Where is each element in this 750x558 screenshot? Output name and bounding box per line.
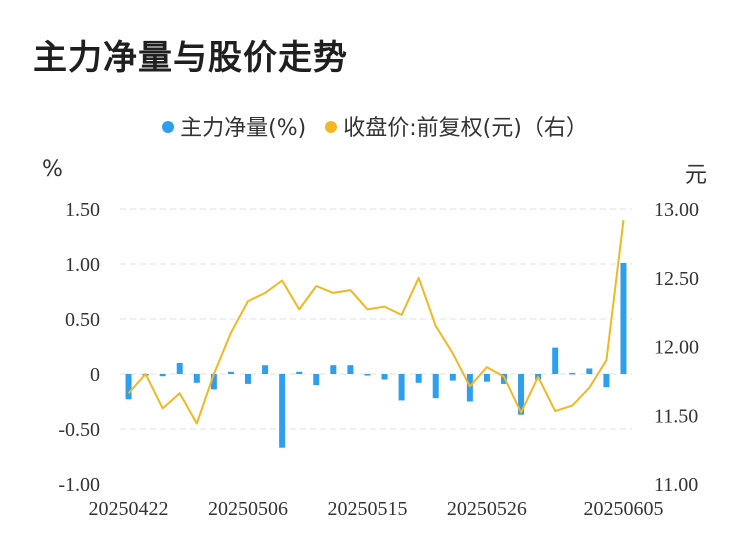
net-flow-bar	[620, 262, 627, 374]
net-flow-bar	[586, 368, 593, 374]
net-flow-bar	[296, 371, 303, 374]
net-flow-bar	[210, 374, 217, 390]
x-axis-tick-label: 20250422	[89, 498, 169, 520]
net-flow-bar	[262, 365, 269, 374]
net-flow-bar	[330, 365, 337, 374]
x-axis-tick-label: 20250526	[447, 498, 527, 520]
left-axis-tick-label: 1.00	[65, 254, 100, 276]
x-axis-tick-label: 20250506	[208, 498, 288, 520]
x-axis-tick-label: 20250605	[583, 498, 663, 520]
left-axis-tick-label: 1.50	[65, 199, 100, 221]
net-flow-bar	[466, 374, 473, 402]
right-axis-tick-label: 11.50	[654, 405, 698, 427]
net-flow-bar	[415, 374, 422, 383]
right-axis-tick-label: 11.00	[654, 474, 698, 496]
net-flow-bar	[603, 374, 610, 388]
right-axis-tick-label: 13.00	[654, 199, 699, 221]
close-price-line	[127, 219, 625, 425]
chart-title: 主力净量与股价走势	[33, 38, 348, 78]
net-flow-bar	[125, 374, 132, 400]
net-flow-bar	[552, 347, 559, 374]
left-axis-unit: %	[42, 157, 63, 182]
legend-item-net-flow[interactable]: 主力净量(%)	[162, 110, 306, 142]
left-axis-tick-label: 0.50	[65, 309, 100, 331]
x-axis-tick-label: 20250515	[327, 498, 407, 520]
net-flow-bar	[518, 374, 525, 415]
left-axis-tick-label: 0	[90, 364, 100, 386]
net-flow-bar	[364, 374, 371, 376]
legend-line-marker	[325, 121, 338, 133]
right-axis-tick-label: 12.50	[654, 268, 699, 290]
left-axis-tick-label: -1.00	[58, 474, 100, 496]
net-flow-bar	[245, 374, 251, 384]
net-flow-bar	[279, 374, 286, 448]
net-flow-bar	[347, 365, 354, 374]
net-flow-bar	[381, 374, 388, 380]
right-axis-tick-label: 12.00	[654, 337, 699, 359]
net-flow-bar	[569, 372, 576, 375]
legend-label-close-price: 收盘价:前复权(元)（右）	[343, 116, 588, 141]
net-flow-bar	[483, 374, 490, 382]
legend-bar-marker	[162, 121, 175, 133]
net-flow-bar	[313, 374, 320, 385]
net-flow-bar	[176, 363, 183, 374]
left-axis-tick-label: -0.50	[58, 419, 100, 441]
net-flow-bar	[449, 374, 456, 381]
right-axis-unit: 元	[685, 163, 708, 188]
net-flow-bar	[398, 374, 405, 401]
net-flow-bar	[432, 374, 439, 399]
legend-label-net-flow: 主力净量(%)	[180, 116, 307, 141]
legend-item-close-price[interactable]: 收盘价:前复权(元)（右）	[325, 110, 588, 142]
net-flow-bar	[227, 371, 234, 374]
legend: 主力净量(%) 收盘价:前复权(元)（右）	[0, 110, 750, 142]
net-flow-bar	[193, 374, 200, 383]
net-flow-bar	[159, 374, 166, 377]
